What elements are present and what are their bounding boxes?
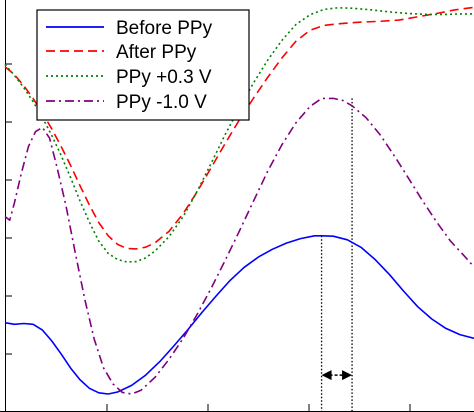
arrow-head-left [321,370,332,381]
series-lines [4,6,474,395]
series-line-2 [4,7,474,263]
series-line-3 [4,97,474,395]
legend-label-0: Before PPy [116,18,213,39]
legend-label-3: PPy -1.0 V [116,92,207,113]
arrow-head-right [342,370,353,381]
peak-markers [320,98,353,412]
peak-shift-arrow [321,370,353,381]
axis-ticks [5,63,411,412]
legend: Before PPy After PPy PPy +0.3 V PPy -1.0… [36,9,250,121]
legend-label-2: PPy +0.3 V [116,67,212,88]
legend-label-1: After PPy [116,42,197,63]
series-line-0 [4,235,474,395]
series-line-1 [4,6,474,250]
